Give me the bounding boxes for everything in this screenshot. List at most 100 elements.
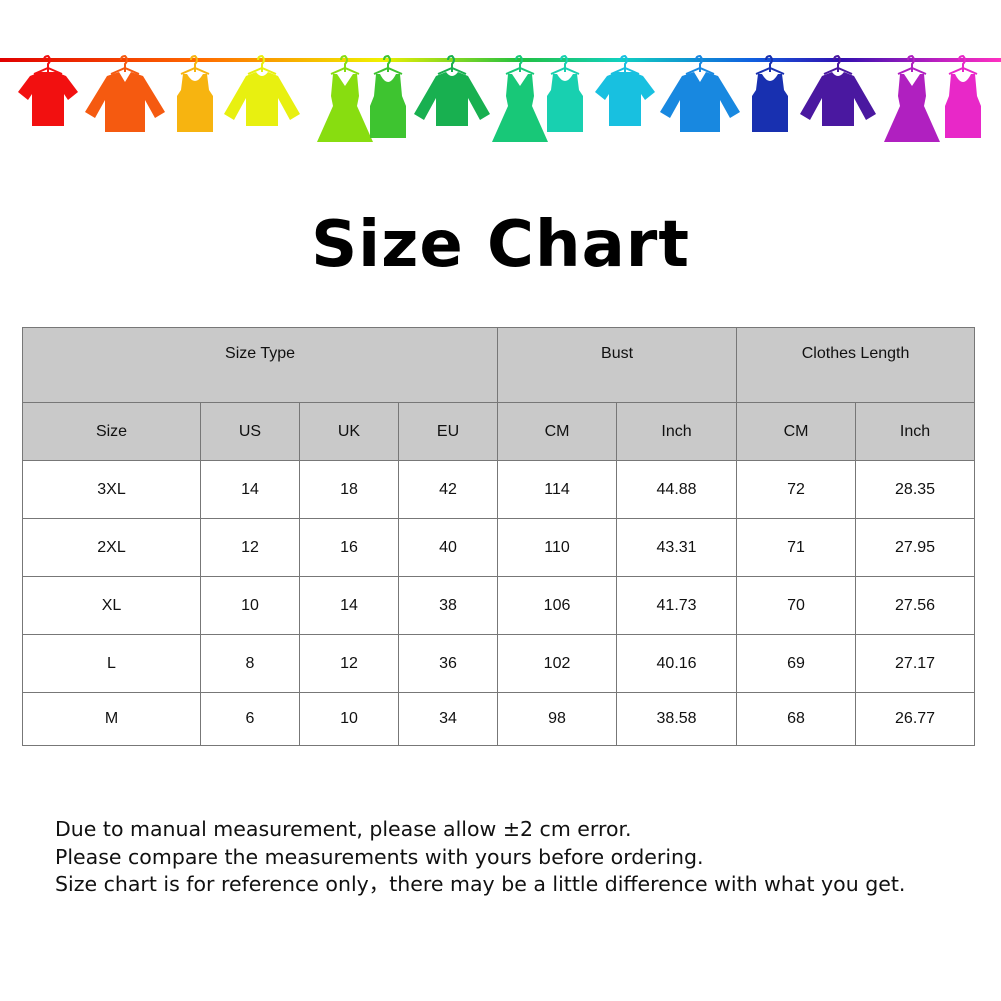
size-table: Size Type Bust Clothes Length Size US UK EU… [21,327,976,746]
garment-shape [85,72,165,132]
table-row: 2XL 12 16 40 110 43.31 71 27.95 [22,518,976,577]
hanger-icon [823,54,853,75]
garment-shape [18,72,78,126]
table-cell: 12 [200,518,300,577]
table-cell: 102 [497,634,618,693]
header-clothes-length: Clothes Length [736,327,976,403]
table-cell: 43.31 [616,518,738,577]
clothesline [0,58,1001,62]
tank-dress-icon [945,54,981,138]
sub-header-cell: Inch [616,402,738,461]
sweater-icon [800,54,876,126]
sub-header-cell: Size [22,402,201,461]
garment-shape [224,72,300,126]
hanger-icon [110,54,140,75]
garment-shape [547,74,583,132]
hanger-icon [610,54,640,75]
hanger-icon [550,54,580,75]
hanger-icon [505,54,535,75]
garment-shape [177,74,213,132]
hanger-icon [897,54,927,75]
table-row: 3XL 14 18 42 114 44.88 72 28.35 [22,460,976,519]
table-cell: 6 [200,692,300,746]
table-cell: 34 [397,692,499,746]
shirt-icon [660,54,740,132]
table-cell: M [22,692,201,746]
table-cell: 40 [397,518,499,577]
table-cell: 10 [299,692,399,746]
table-cell: 106 [497,576,618,635]
sub-header-cell: US [200,402,300,461]
garment-shape [414,72,490,126]
garment-shape [945,74,981,138]
table-row: L 8 12 36 102 40.16 69 27.17 [22,634,976,693]
table-cell: 27.17 [855,634,976,693]
tank-top-icon [177,54,213,132]
table-cell: 14 [299,576,399,635]
header-bust: Bust [497,327,738,403]
group-header-row: Size Type Bust Clothes Length [21,327,976,403]
table-cell: 38 [397,576,499,635]
table-cell: 44.88 [616,460,738,519]
hanger-icon [180,54,210,75]
hanger-icon [33,54,63,75]
dress-icon [884,54,940,142]
table-row: XL 10 14 38 106 41.73 70 27.56 [22,576,976,635]
table-cell: 114 [497,460,618,519]
note-line: Due to manual measurement, please allow … [55,817,632,841]
hanger-icon [685,54,715,75]
garment-shape [884,74,940,142]
hanger-icon [437,54,467,75]
garment-shape [370,74,406,138]
sweater-icon [414,54,490,126]
table-cell: 27.56 [855,576,976,635]
table-cell: 38.58 [616,692,738,746]
table-cell: 72 [736,460,857,519]
note-line: Size chart is for reference only，there m… [55,872,906,896]
hanger-icon [330,54,360,75]
garment-shape [317,74,373,142]
header-size-type: Size Type [21,327,499,403]
garment-shape [660,72,740,132]
tshirt-icon [595,54,655,126]
hanger-icon [755,54,785,75]
hanger-icon [247,54,277,75]
table-cell: 18 [299,460,399,519]
hanger-icon [948,54,978,75]
page-title: Size Chart [311,208,690,282]
table-cell: XL [22,576,201,635]
table-cell: 69 [736,634,857,693]
tank-top-icon [752,54,788,132]
table-cell: 41.73 [616,576,738,635]
table-cell: 26.77 [855,692,976,746]
garment-shape [752,74,788,132]
garment-shape [800,72,876,126]
notes: Due to manual measurement, please allow … [55,816,905,899]
table-cell: 36 [397,634,499,693]
sub-header-row: Size US UK EU CM Inch CM Inch [22,402,976,461]
shirt-icon [85,54,165,132]
garment-shape [492,74,548,142]
hanger-icon [373,54,403,75]
table-cell: L [22,634,201,693]
sub-header-cell: CM [497,402,618,461]
tshirt-icon [18,54,78,126]
tank-dress-icon [370,54,406,138]
table-row: M 6 10 34 98 38.58 68 26.77 [22,692,976,746]
table-cell: 70 [736,576,857,635]
table-cell: 10 [200,576,300,635]
tank-top-icon [547,54,583,132]
table-cell: 14 [200,460,300,519]
dress-icon [492,54,548,142]
dress-icon [317,54,373,142]
sub-header-cell: CM [736,402,857,461]
table-cell: 3XL [22,460,201,519]
table-cell: 28.35 [855,460,976,519]
sweater-icon [224,54,300,126]
sub-header-cell: EU [397,402,499,461]
garment-shape [595,72,655,126]
table-cell: 42 [397,460,499,519]
table-cell: 12 [299,634,399,693]
sub-header-cell: UK [299,402,399,461]
sub-header-cell: Inch [855,402,976,461]
